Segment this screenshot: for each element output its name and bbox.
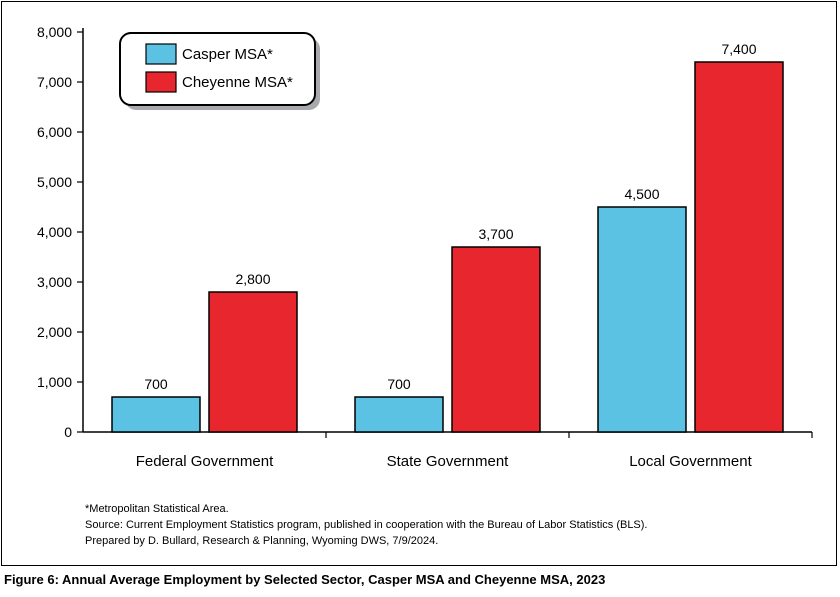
legend-swatch	[145, 43, 177, 65]
y-tick-label: 2,000	[37, 324, 72, 340]
bar	[111, 396, 201, 433]
x-category-label: Federal Government	[136, 453, 274, 470]
prepared-by-note: Prepared by D. Bullard, Research & Plann…	[85, 535, 439, 547]
bar-value-label: 700	[387, 376, 411, 392]
bar	[208, 291, 298, 433]
bar-value-label: 3,700	[478, 226, 513, 242]
y-tick-label: 5,000	[37, 174, 72, 190]
bar	[597, 206, 687, 433]
figure-caption: Figure 6: Annual Average Employment by S…	[4, 572, 606, 587]
legend-label: Casper MSA*	[182, 46, 273, 63]
legend-swatch	[145, 71, 177, 93]
source-note: Source: Current Employment Statistics pr…	[85, 519, 648, 531]
bar	[451, 246, 541, 433]
y-tick-label: 8,000	[37, 24, 72, 40]
y-tick-label: 1,000	[37, 374, 72, 390]
x-category-label: Local Government	[629, 453, 752, 470]
chart-notes: *Metropolitan Statistical Area. Source: …	[85, 501, 648, 549]
bar-value-label: 700	[144, 376, 168, 392]
y-tick-label: 3,000	[37, 274, 72, 290]
x-category-label: State Government	[387, 453, 510, 470]
bar-value-label: 7,400	[721, 41, 756, 57]
bar-value-label: 4,500	[624, 186, 659, 202]
y-tick-label: 6,000	[37, 124, 72, 140]
bar	[694, 61, 784, 433]
bar-chart: 0 1,000 2,000 3,000 4,000 5,000 6,000 7,000 8,00…	[37, 24, 813, 470]
bar-value-label: 2,800	[235, 271, 270, 287]
y-tick-label: 4,000	[37, 224, 72, 240]
y-tick-label: 0	[64, 424, 72, 440]
y-tick-label: 7,000	[37, 74, 72, 90]
legend-label: Cheyenne MSA*	[182, 74, 293, 91]
bar	[354, 396, 444, 433]
footnote: *Metropolitan Statistical Area.	[85, 503, 229, 515]
